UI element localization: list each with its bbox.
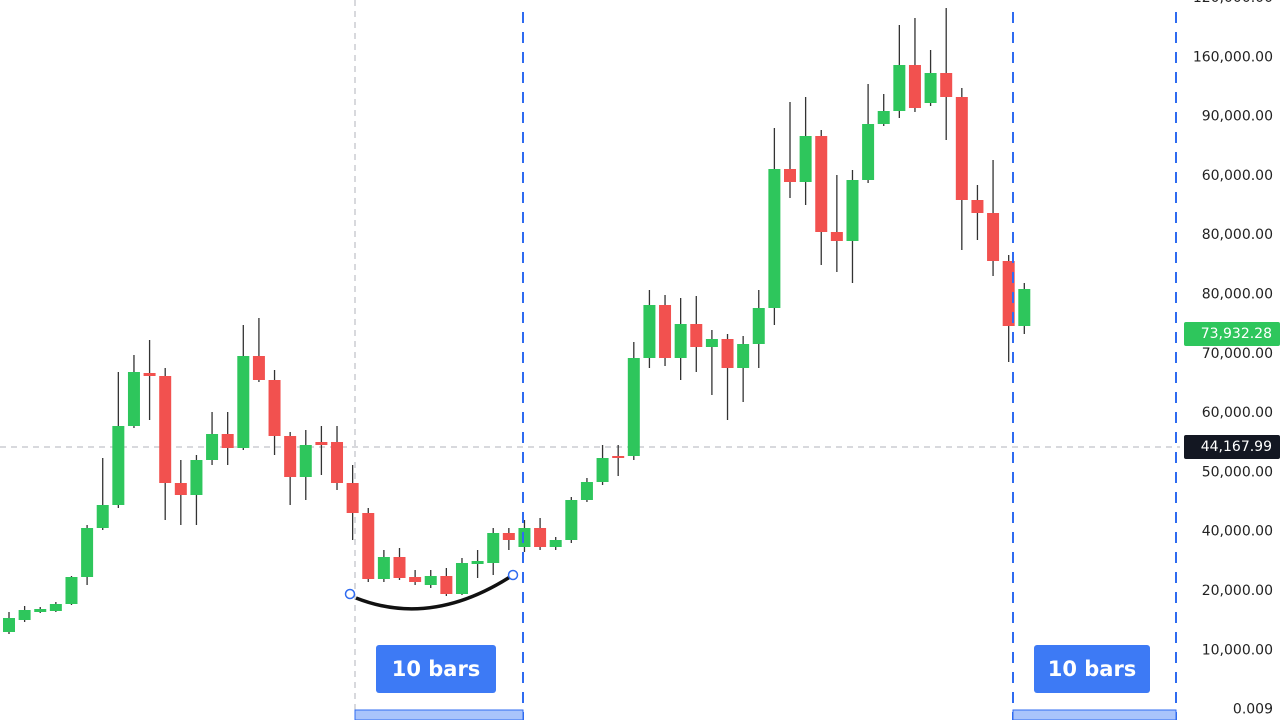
candle-body: [143, 373, 156, 376]
candles: [3, 8, 1031, 634]
candle-body: [424, 576, 437, 585]
range-label: 10 bars: [1048, 657, 1137, 681]
candle-body: [830, 232, 843, 241]
candle-body: [96, 505, 109, 528]
price-axis-label: 90,000.00: [1202, 109, 1273, 125]
range-label: 10 bars: [392, 657, 481, 681]
candle-body: [190, 460, 203, 495]
drawing-handle[interactable]: [344, 588, 356, 600]
candle-body: [455, 563, 468, 594]
candle-body: [362, 513, 375, 579]
candle-body: [955, 97, 968, 200]
drawing-handle[interactable]: [507, 569, 519, 581]
price-tag: [1184, 322, 1280, 346]
candle-body: [252, 356, 265, 380]
candle-body: [862, 124, 875, 180]
candle-body: [518, 528, 531, 547]
price-axis-label: 60,000.00: [1202, 405, 1273, 421]
candle-body: [65, 577, 78, 604]
candle-body: [893, 65, 906, 111]
candle-body: [3, 618, 15, 632]
candle-body: [18, 610, 31, 620]
candle-body: [206, 434, 219, 460]
price-axis-label: 120,000.00: [1193, 0, 1273, 6]
range-bar: [354, 709, 524, 720]
candle-body: [393, 557, 406, 578]
range-bar: [1012, 709, 1177, 720]
candle-body: [596, 458, 609, 482]
arc-drawing: [355, 573, 514, 611]
candle-body: [908, 65, 921, 108]
candle-body: [877, 111, 890, 124]
price-axis-label: 80,000.00: [1202, 287, 1273, 303]
candle-body: [580, 482, 593, 500]
candle-body: [737, 344, 750, 368]
candle-body: [409, 577, 422, 582]
candle-body: [690, 324, 703, 347]
candle-body: [377, 557, 390, 579]
candle-body: [159, 376, 172, 483]
price-axis-label: 10,000.00: [1202, 642, 1273, 658]
candle-body: [1002, 261, 1015, 326]
candle-body: [127, 372, 140, 426]
price-tag-label: 44,167.99: [1201, 439, 1272, 455]
candle-body: [502, 533, 515, 540]
candle-body: [799, 136, 812, 182]
candle-body: [987, 213, 1000, 261]
candle-body: [112, 426, 125, 505]
candle-body: [534, 528, 547, 547]
candle-body: [81, 528, 94, 577]
candle-body: [315, 442, 328, 445]
candle-body: [924, 73, 937, 103]
candle-body: [846, 180, 859, 241]
candle-body: [284, 436, 297, 477]
candle-body: [674, 324, 687, 358]
candle-body: [627, 358, 640, 456]
candle-body: [268, 380, 281, 436]
candle-body: [612, 456, 625, 458]
candle-body: [971, 200, 984, 213]
candle-body: [471, 561, 484, 564]
candle-body: [705, 339, 718, 347]
candle-body: [237, 356, 250, 448]
range-label-box: [376, 645, 496, 693]
price-axis-label: 50,000.00: [1202, 464, 1273, 480]
candle-body: [752, 308, 765, 344]
candle-body: [174, 483, 187, 495]
candle-body: [34, 609, 47, 612]
price-axis-label: 160,000.00: [1193, 49, 1273, 65]
price-axis-label: 0.009: [1233, 702, 1273, 718]
candle-body: [487, 533, 500, 563]
candle-body: [346, 483, 359, 513]
candle-body: [299, 445, 312, 477]
range-label-box: [1034, 645, 1150, 693]
range-lines: [522, 12, 1177, 720]
price-axis-label: 20,000.00: [1202, 583, 1273, 599]
price-axis-label: 80,000.00: [1202, 227, 1273, 243]
price-axis-label: 70,000.00: [1202, 346, 1273, 362]
candle-body: [659, 305, 672, 358]
candle-body: [49, 604, 62, 611]
candle-body: [440, 576, 453, 594]
candle-body: [643, 305, 656, 358]
candle-body: [1018, 289, 1031, 326]
candle-body: [940, 73, 953, 97]
price-axis-label: 40,000.00: [1202, 524, 1273, 540]
candle-body: [221, 434, 234, 448]
candle-body: [721, 339, 734, 368]
candle-body: [565, 500, 578, 540]
candle-body: [784, 169, 796, 182]
candle-body: [549, 540, 562, 547]
candle-body: [815, 136, 828, 232]
price-axis-label: 60,000.00: [1202, 168, 1273, 184]
price-tag-label: 73,932.28: [1201, 326, 1272, 342]
price-tag: [1184, 435, 1280, 459]
price-axis: 120,000.00 160,000.00 90,000.00 60,000.00 80…: [1193, 0, 1273, 718]
candle-body: [768, 169, 781, 308]
candle-body: [331, 442, 344, 483]
